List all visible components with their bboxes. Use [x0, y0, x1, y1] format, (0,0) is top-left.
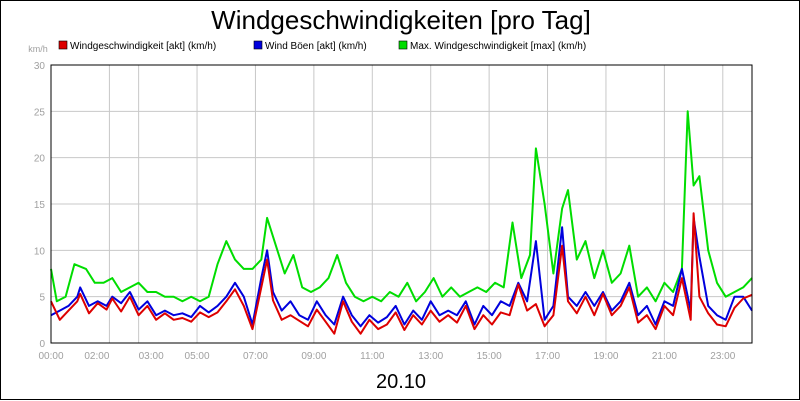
x-tick-label: 03:00	[139, 351, 164, 362]
series-layer	[50, 110, 753, 335]
plot-area-border	[50, 64, 753, 344]
legend: Windgeschwindigkeit [akt] (km/h) Wind Böe…	[58, 40, 586, 52]
x-tick-label: 21:00	[652, 351, 677, 362]
series-line-0	[50, 212, 753, 335]
y-tick-label: 10	[34, 246, 46, 257]
x-tick-label: 15:00	[477, 351, 502, 362]
x-tick-label: 00:00	[38, 351, 63, 362]
y-tick-label: 0	[39, 339, 45, 350]
legend-label: Max. Windgeschwindigkeit [max] (km/h)	[410, 41, 586, 52]
x-tick-label: 02:00	[84, 351, 109, 362]
y-axis-unit-label: km/h	[28, 44, 48, 54]
legend-swatch	[253, 40, 263, 50]
chart-title: Windgeschwindigkeiten [pro Tag]	[211, 5, 591, 35]
x-tick-label: 13:00	[418, 351, 443, 362]
y-tick-label: 25	[34, 107, 46, 118]
legend-label: Windgeschwindigkeit [akt] (km/h)	[70, 41, 216, 52]
y-tick-label: 15	[34, 200, 46, 211]
x-tick-label: 11:00	[360, 351, 385, 362]
legend-swatch	[398, 40, 408, 50]
x-tick-label: 05:00	[185, 351, 210, 362]
legend-label: Wind Böen [akt] (km/h)	[265, 41, 367, 52]
x-tick-label: 09:00	[301, 351, 326, 362]
axis-ticks: 0 5 10 15 20 25 30 00:00 02:00 03:00 05:00 07:00 09:…	[34, 61, 736, 362]
x-tick-label: 23:00	[710, 351, 735, 362]
series-line-1	[50, 216, 753, 328]
y-tick-label: 20	[34, 154, 46, 165]
x-tick-label: 19:00	[593, 351, 618, 362]
grid	[51, 65, 752, 343]
series-line-2	[50, 110, 753, 303]
x-tick-label: 17:00	[535, 351, 560, 362]
legend-swatch	[58, 40, 68, 50]
y-tick-label: 5	[39, 293, 45, 304]
y-tick-label: 30	[34, 61, 46, 72]
x-tick-label: 07:00	[243, 351, 268, 362]
date-label: 20.10	[376, 371, 426, 393]
